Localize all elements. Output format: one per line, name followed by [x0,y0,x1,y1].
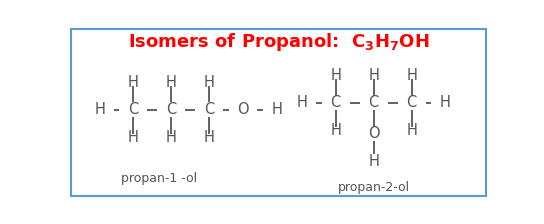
Text: Isomers of Propanol:  $\mathbf{C_3H_7OH}$: Isomers of Propanol: $\mathbf{C_3H_7OH}$ [128,30,430,53]
Text: H: H [330,123,341,138]
Text: C: C [166,102,176,117]
Text: H: H [271,102,282,117]
Text: H: H [296,95,307,110]
Text: H: H [330,68,341,83]
Text: H: H [94,102,105,117]
Text: H: H [128,130,139,145]
Text: H: H [128,75,139,90]
Text: C: C [128,102,139,117]
Text: H: H [166,130,177,145]
Text: H: H [406,68,417,83]
Text: H: H [368,68,379,83]
Text: C: C [204,102,214,117]
Text: O: O [368,126,380,141]
Text: O: O [237,102,249,117]
Text: H: H [368,154,379,169]
Text: C: C [406,95,417,110]
Text: H: H [204,75,215,90]
Text: H: H [166,75,177,90]
Text: propan-1 -ol: propan-1 -ol [121,172,197,185]
Text: C: C [368,95,379,110]
Text: H: H [204,130,215,145]
Text: propan-2-ol: propan-2-ol [338,181,410,194]
Text: H: H [406,123,417,138]
Text: C: C [331,95,341,110]
Text: H: H [440,95,451,110]
